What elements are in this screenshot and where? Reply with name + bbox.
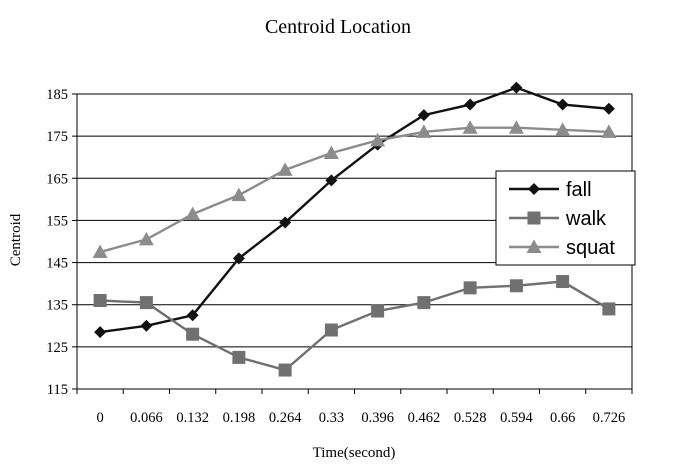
legend-item-walk: walk [509, 208, 607, 230]
grid [77, 135, 632, 348]
point-fall [325, 174, 338, 187]
point-walk [602, 302, 616, 316]
point-fall [186, 309, 199, 322]
point-squat [277, 162, 293, 176]
point-walk [417, 296, 431, 310]
x-tick-label: 0.396 [361, 410, 394, 426]
y-axis-label: Centroid [8, 213, 24, 266]
x-tick-label: 0 [97, 410, 104, 426]
point-walk [139, 296, 153, 310]
point-walk [324, 323, 338, 337]
point-walk [463, 281, 477, 295]
x-tick-label: 0.066 [130, 410, 163, 426]
y-axis: 115 125 135 145 155 165 175 185 [46, 87, 77, 398]
point-squat [370, 132, 386, 147]
x-axis: 0 0.066 0.132 0.198 0.264 0.33 0.396 0.462 0.528… [76, 389, 633, 426]
legend-item-squat: squat [509, 237, 615, 259]
legend-marker [526, 239, 542, 253]
point-walk [556, 275, 570, 289]
x-tick-label: 0.198 [223, 410, 256, 426]
point-walk [371, 304, 385, 318]
x-axis-label: Time(second) [313, 445, 396, 461]
legend: fall walk squat [495, 170, 636, 266]
x-tick-label: 0.264 [269, 410, 302, 426]
legend-marker [528, 183, 540, 195]
x-tick-label: 0.528 [454, 410, 487, 426]
x-tick-label: 0.66 [550, 410, 575, 426]
y-tick-label: 145 [46, 256, 68, 272]
point-squat [138, 231, 154, 246]
point-squat [462, 120, 478, 134]
legend-label: walk [565, 208, 607, 230]
point-squat [555, 122, 571, 136]
point-fall [417, 109, 430, 122]
point-squat [231, 187, 247, 202]
point-fall [94, 326, 107, 339]
y-tick-label: 155 [46, 213, 68, 229]
point-squat [508, 120, 524, 134]
point-squat [92, 244, 108, 259]
y-tick-label: 185 [46, 87, 68, 103]
series-line-walk [100, 280, 610, 372]
point-fall [464, 98, 477, 111]
x-tick-label: 0.33 [319, 410, 344, 426]
legend-label: fall [566, 179, 592, 201]
point-squat [185, 206, 201, 221]
point-walk [93, 294, 107, 307]
series-line-fall [99, 86, 609, 334]
series-group [92, 81, 617, 377]
legend-label: squat [566, 237, 615, 259]
point-fall [556, 98, 569, 111]
point-fall [279, 216, 292, 229]
series-squat [92, 120, 617, 259]
point-fall [140, 319, 153, 332]
x-tick-label: 0.594 [500, 410, 533, 426]
point-walk [509, 279, 523, 293]
y-tick-label: 175 [46, 129, 68, 145]
x-tick-label: 0.726 [593, 410, 626, 426]
legend-marker [527, 211, 541, 225]
point-walk [278, 363, 292, 377]
series-line-squat [99, 126, 609, 254]
point-squat [323, 145, 339, 159]
legend-item-fall: fall [509, 179, 592, 201]
point-squat [601, 124, 617, 138]
point-fall [510, 81, 523, 94]
point-squat [416, 124, 432, 138]
point-fall [602, 102, 615, 115]
chart-title: Centroid Location [265, 16, 411, 38]
series-walk [93, 275, 616, 377]
point-walk [186, 327, 200, 341]
x-tick-label: 0.462 [408, 410, 441, 426]
series-fall [94, 81, 615, 339]
point-fall [232, 252, 245, 265]
y-tick-label: 125 [46, 340, 68, 356]
y-tick-label: 115 [47, 382, 68, 398]
point-walk [232, 350, 246, 364]
y-tick-label: 165 [46, 171, 68, 187]
x-tick-label: 0.132 [176, 410, 209, 426]
y-tick-label: 135 [46, 298, 68, 314]
